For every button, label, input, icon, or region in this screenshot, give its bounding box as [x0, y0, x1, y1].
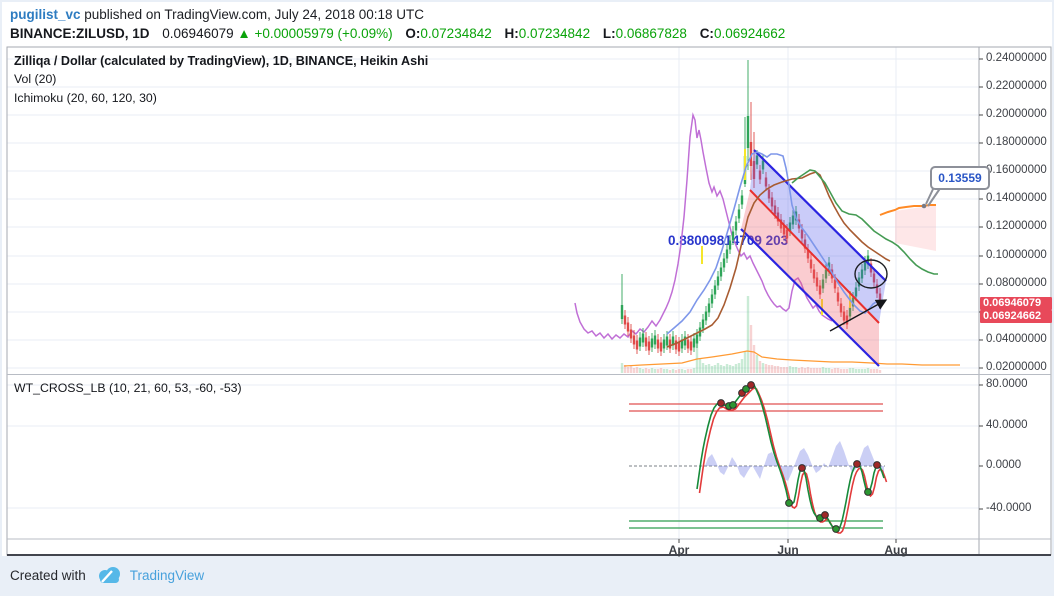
wt-cross-dot — [747, 381, 755, 389]
close-value: 0.06924662 — [713, 26, 786, 41]
arrow-annotation[interactable] — [829, 299, 888, 332]
open-value: 0.07234842 — [420, 26, 492, 41]
wt-cross-dot — [785, 499, 793, 507]
time-axis-label: Apr — [668, 543, 690, 557]
price-badge-last: 0.06946079 — [980, 297, 1052, 310]
price-axis-label: 0.22000000 — [986, 80, 1047, 92]
snapshot-card: pugilist_vc published on TradingView.com… — [2, 2, 1052, 557]
volume-bars — [620, 296, 882, 373]
price-change: +0.00005979 (+0.09%) — [254, 26, 393, 41]
quote-bar: BINANCE:ZILUSD, 1D 0.06946079 ▲ +0.00005… — [10, 26, 785, 41]
wt-cross-dot — [729, 401, 737, 409]
high-value: 0.07234842 — [518, 26, 591, 41]
created-with-text: Created with — [10, 567, 86, 583]
channel-lower-fill — [741, 190, 879, 366]
low-label: L: — [602, 26, 616, 41]
gridlines — [7, 47, 979, 539]
price-axis-label: 0.02000000 — [986, 361, 1047, 373]
wt-cross-dot — [798, 464, 806, 472]
wt-cross-dot — [742, 385, 750, 393]
price-axis-label: 0.08000000 — [986, 277, 1047, 289]
wt-pane[interactable] — [629, 381, 888, 534]
up-arrow-icon: ▲ — [237, 26, 251, 41]
symbol-label: BINANCE:ZILUSD, 1D — [10, 26, 150, 41]
legend-volume: Vol (20) — [14, 72, 57, 86]
wt-axis-label: 40.0000 — [986, 419, 1028, 431]
price-axis-label: 0.12000000 — [986, 220, 1047, 232]
ichimoku-conversion-line — [666, 151, 877, 335]
price-axis-label: 0.24000000 — [986, 52, 1047, 64]
tradingview-logo-icon — [98, 567, 120, 583]
legend-ichimoku: Ichimoku (20, 60, 120, 30) — [14, 91, 157, 105]
time-axis-label: Jun — [777, 543, 799, 557]
price-axis-label: 0.10000000 — [986, 249, 1047, 261]
high-label: H: — [504, 26, 519, 41]
username-link[interactable]: pugilist_vc — [10, 7, 81, 22]
chart-legend: Zilliqa / Dollar (calculated by TradingV… — [14, 52, 428, 108]
price-axis-label: 0.14000000 — [986, 192, 1047, 204]
circle-annotation[interactable] — [854, 259, 888, 289]
wt-cross-dot — [832, 525, 840, 533]
wt1-line — [696, 383, 885, 530]
low-value: 0.06867828 — [615, 26, 687, 41]
volume-ma-line — [623, 350, 960, 367]
ichimoku-lead-line — [791, 169, 938, 275]
time-axis-label: Aug — [884, 543, 908, 557]
wt-axis-label: -40.0000 — [986, 502, 1032, 514]
measure-annotation-text: 0.88009814709 203 — [668, 233, 789, 248]
ichimoku-lagging-line — [574, 112, 833, 341]
price-badge-close: 0.06924662 — [980, 310, 1052, 323]
ichimoku-base-line — [666, 171, 891, 348]
heikin-ashi-candles — [620, 60, 882, 356]
publish-header: pugilist_vc published on TradingView.com… — [10, 7, 424, 22]
price-axis-label: 0.04000000 — [986, 333, 1047, 345]
wt-cross-dot — [864, 488, 872, 496]
wt-cross-dot — [717, 399, 725, 407]
wt-cross-dot — [821, 511, 829, 519]
wt-cross-dot — [873, 461, 881, 469]
wt-axis-label: 80.0000 — [986, 378, 1028, 390]
tradingview-link[interactable]: TradingView — [129, 567, 205, 583]
wt-cross-dot — [853, 460, 861, 468]
footer: Created with TradingView — [10, 565, 204, 585]
published-text: published on TradingView.com, July 24, 2… — [80, 7, 424, 22]
wt-indicator-label: WT_CROSS_LB (10, 21, 60, 53, -60, -53) — [14, 381, 242, 395]
price-axis-label: 0.20000000 — [986, 108, 1047, 120]
callout-anchor-dot — [921, 203, 927, 209]
open-label: O: — [405, 26, 421, 41]
main-pane[interactable]: 0.88009814709 203 — [574, 60, 960, 373]
channel-upper-fill — [750, 150, 886, 323]
close-label: C: — [699, 26, 714, 41]
price-axis-label: 0.16000000 — [986, 164, 1047, 176]
price-axis-label: 0.18000000 — [986, 136, 1047, 148]
price-callout: 0.13559 — [930, 166, 990, 190]
wt-area-fill — [705, 441, 884, 481]
ichimoku-future-cloud — [895, 205, 936, 251]
last-price: 0.06946079 — [162, 26, 234, 41]
wt-axis-label: 0.0000 — [986, 459, 1022, 471]
legend-title: Zilliqa / Dollar (calculated by TradingV… — [14, 54, 429, 68]
chart-borders — [6, 46, 1052, 556]
